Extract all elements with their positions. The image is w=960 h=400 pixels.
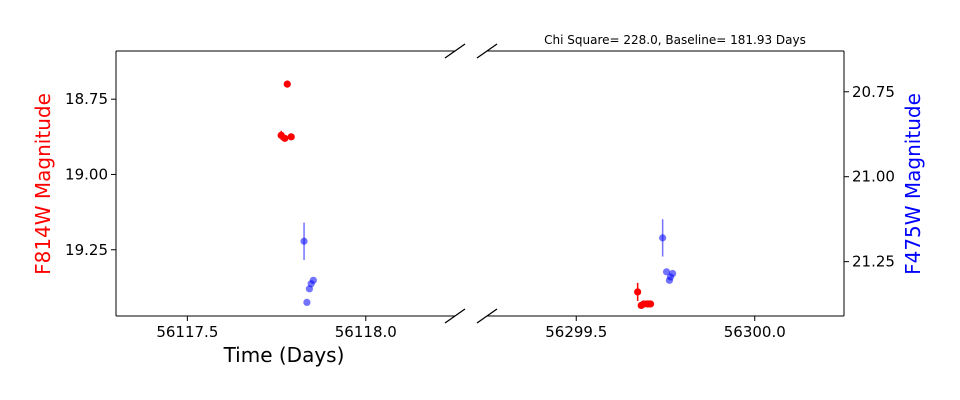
y-right-tick-label: 20.75 [852, 83, 895, 101]
axis-break-mark [476, 308, 498, 324]
right-x-tick-label: 56299.5 [545, 323, 607, 341]
y-right-tick-label: 21.00 [852, 168, 895, 186]
f475w-data-point [303, 298, 311, 307]
y-left-tick-label: 19.25 [65, 241, 108, 259]
plot-layer: 56117.5 56118.0 56299.5 56300.0 18.75 19.00 19… [65, 43, 895, 341]
chart-title: Chi Square= 228.0, Baseline= 181.93 Days [544, 33, 806, 47]
f475w-data-point [662, 268, 671, 276]
y-axis-right-label: F475W Magnitude [901, 93, 925, 275]
f814w-data-point [281, 134, 289, 142]
f814w-data-point [287, 133, 295, 141]
f475w-data-point [659, 234, 667, 242]
axis-break-mark [444, 308, 466, 324]
y-left-tick-label: 18.75 [65, 90, 108, 108]
f475w-data-point [300, 237, 308, 245]
y-right-tick-label: 21.25 [852, 253, 895, 271]
left-x-tick-label: 56118.0 [335, 323, 397, 341]
f814w-data-point [644, 300, 652, 308]
x-axis-label: Time (Days) [223, 343, 345, 367]
f475w-data-point [669, 269, 677, 278]
axis-break-mark [476, 43, 498, 59]
f814w-data-point [634, 288, 642, 296]
f814w-data-point [283, 80, 291, 88]
axis-break-mark [444, 43, 466, 59]
right-x-tick-label: 56300.0 [724, 323, 786, 341]
f475w-data-point [309, 276, 317, 284]
y-axis-left-label: F814W Magnitude [31, 93, 55, 275]
y-left-tick-label: 19.00 [65, 165, 108, 183]
left-x-tick-label: 56117.5 [156, 323, 218, 341]
